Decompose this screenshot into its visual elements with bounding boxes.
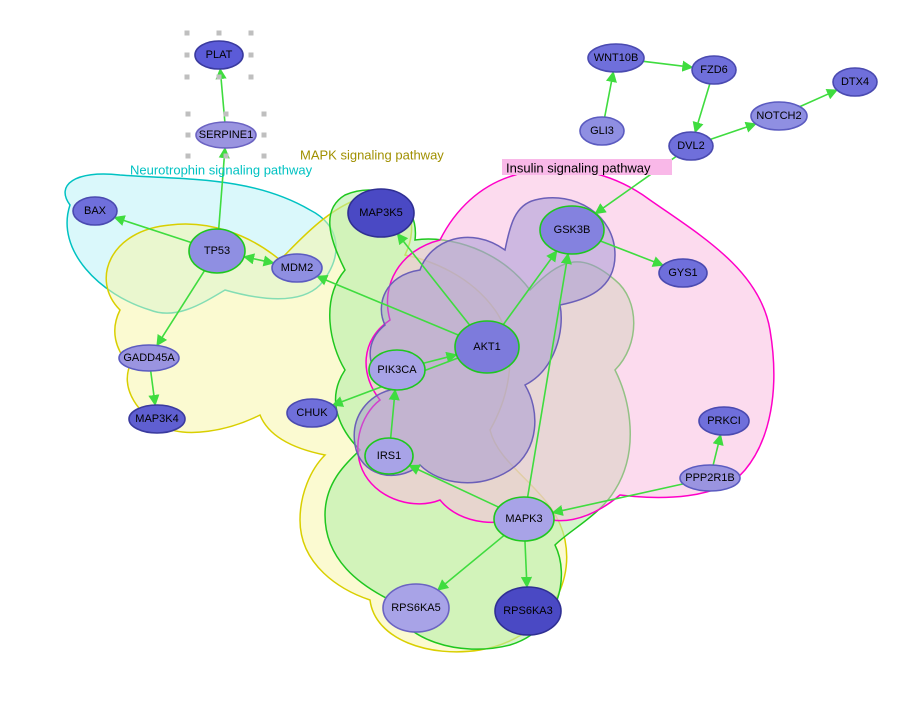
network-diagram: PLAT SERPINE1 WNT10B FZD6 DTX4 NOTCH2 GLI3 DVL2… [0, 0, 897, 705]
selection-handle[interactable] [262, 112, 267, 117]
node-GSK3B[interactable]: GSK3B [540, 206, 604, 254]
node-GLI3[interactable]: GLI3 [580, 117, 624, 145]
node-BAX[interactable]: BAX [73, 197, 117, 225]
node-MAPK3[interactable]: MAPK3 [494, 497, 554, 541]
selection-handle[interactable] [262, 133, 267, 138]
node-MDM2[interactable]: MDM2 [272, 254, 322, 282]
selection-handle[interactable] [217, 31, 222, 36]
node-DTX4[interactable]: DTX4 [833, 68, 877, 96]
node-RPS6KA3[interactable]: RPS6KA3 [495, 587, 561, 635]
selection-handle[interactable] [186, 112, 191, 117]
selection-handle[interactable] [224, 112, 229, 117]
node-PLAT[interactable]: PLAT [185, 31, 254, 80]
node-IRS1[interactable]: IRS1 [365, 438, 413, 474]
node-NOTCH2[interactable]: NOTCH2 [751, 102, 807, 130]
node-CHUK[interactable]: CHUK [287, 399, 337, 427]
node-WNT10B[interactable]: WNT10B [588, 44, 644, 72]
node-FZD6[interactable]: FZD6 [692, 56, 736, 84]
node-RPS6KA5[interactable]: RPS6KA5 [383, 584, 449, 632]
pathway-label-insulin: Insulin signaling pathway [506, 161, 651, 176]
selection-handle[interactable] [249, 75, 254, 80]
node-DVL2[interactable]: DVL2 [669, 132, 713, 160]
selection-handle[interactable] [249, 31, 254, 36]
selection-handle[interactable] [262, 154, 267, 159]
edge-GLI3-WNT10B [605, 72, 614, 117]
node-PIK3CA[interactable]: PIK3CA [369, 350, 425, 390]
edge-FZD6-DVL2 [695, 84, 710, 133]
pathway-label-mapk: MAPK signaling pathway [300, 148, 444, 163]
node-AKT1[interactable]: AKT1 [455, 321, 519, 373]
selection-handle[interactable] [249, 53, 254, 58]
selection-handle[interactable] [185, 53, 190, 58]
node-GYS1[interactable]: GYS1 [659, 259, 707, 287]
pathway-label-neurotrophin: Neurotrophin signaling pathway [130, 163, 313, 178]
selection-handle[interactable] [217, 75, 222, 80]
selection-handle[interactable] [186, 133, 191, 138]
node-PPP2R1B[interactable]: PPP2R1B [680, 465, 740, 491]
selection-handle[interactable] [224, 154, 229, 159]
selection-handle[interactable] [185, 31, 190, 36]
node-MAP3K5[interactable]: MAP3K5 [348, 189, 414, 237]
selection-handle[interactable] [185, 75, 190, 80]
edge-WNT10B-FZD6 [643, 61, 692, 67]
selection-handle[interactable] [186, 154, 191, 159]
edge-NOTCH2-DTX4 [800, 90, 837, 107]
node-MAP3K4[interactable]: MAP3K4 [129, 405, 185, 433]
node-TP53[interactable]: TP53 [189, 229, 245, 273]
edge-DVL2-NOTCH2 [710, 124, 755, 140]
node-GADD45A[interactable]: GADD45A [119, 345, 179, 371]
node-PRKCI[interactable]: PRKCI [699, 407, 749, 435]
node-SERPINE1[interactable]: SERPINE1 [186, 112, 267, 159]
